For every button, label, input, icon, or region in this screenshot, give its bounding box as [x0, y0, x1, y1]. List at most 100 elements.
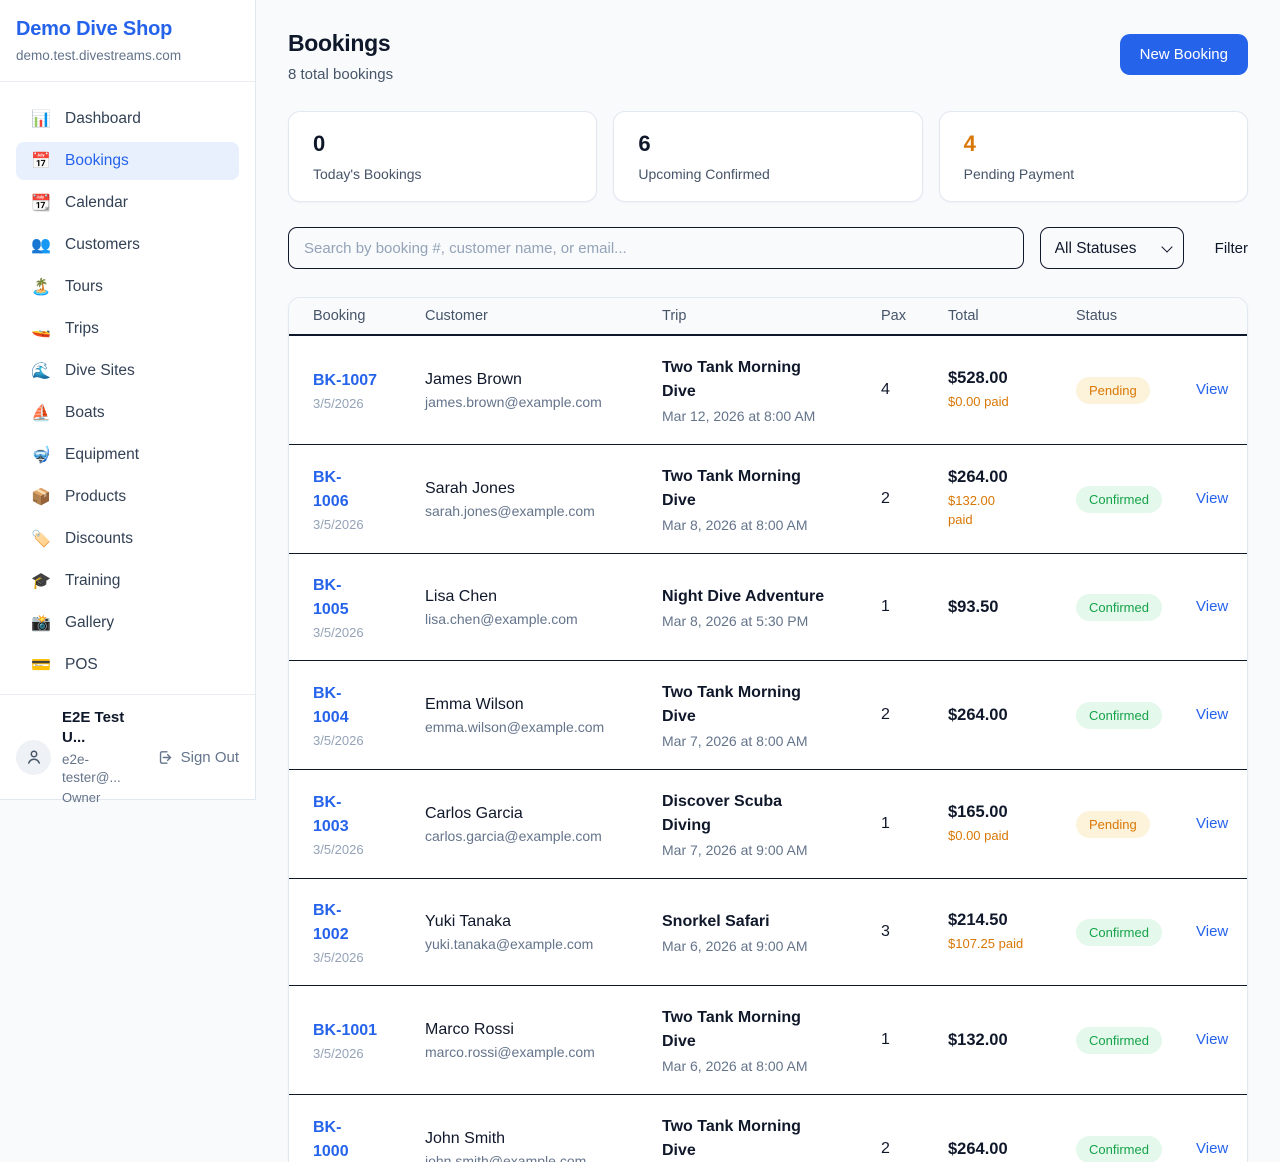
page-title: Bookings	[288, 30, 391, 56]
diving-mask-icon: 🤿	[31, 447, 51, 464]
view-link[interactable]: View	[1196, 1031, 1229, 1048]
sign-out-button[interactable]: Sign Out	[157, 749, 239, 766]
sidebar-item-customers[interactable]: 👥 Customers	[16, 226, 239, 264]
table-row: BK-1000 3/5/2026 John Smith john.smith@e…	[289, 1095, 1247, 1162]
column-header-trip: Trip	[662, 308, 687, 324]
person-icon	[27, 750, 40, 764]
booking-date: 3/5/2026	[313, 1046, 364, 1061]
trip-cell: Night Dive Adventure Mar 8, 2026 at 5:30…	[662, 585, 881, 629]
trip-title: Two Tank Morning Dive	[662, 468, 801, 509]
user-info: E2E Test U... e2e-tester@... Owner	[62, 708, 146, 806]
main-content: Bookings 8 total bookings New Booking 0 …	[256, 0, 1280, 1162]
view-link[interactable]: View	[1196, 923, 1229, 940]
status-badge: Confirmed	[1076, 1026, 1162, 1054]
trip-cell: Snorkel Safari Mar 6, 2026 at 9:00 AM	[662, 910, 881, 954]
view-cell: View	[1196, 1140, 1247, 1158]
stat-card: 0 Today's Bookings	[288, 111, 598, 202]
user-email: e2e-tester@...	[62, 751, 121, 785]
sidebar-item-training[interactable]: 🎓 Training	[16, 562, 239, 600]
graduation-cap-icon: 🎓	[31, 573, 51, 590]
status-badge: Confirmed	[1076, 918, 1162, 946]
sidebar-item-label: Equipment	[65, 446, 140, 463]
trip-cell: Two Tank Morning Dive Mar 6, 2026 at 8:0…	[662, 1115, 881, 1162]
customer-cell: Yuki Tanaka yuki.tanaka@example.com	[425, 913, 662, 952]
booking-id-link[interactable]: BK- 1004	[313, 685, 349, 726]
view-link[interactable]: View	[1196, 490, 1229, 507]
table-row: BK- 1002 3/5/2026 Yuki Tanaka yuki.tanaka…	[289, 879, 1247, 986]
sidebar-item-discounts[interactable]: 🏷️ Discounts	[16, 520, 239, 558]
view-link[interactable]: View	[1196, 1140, 1229, 1157]
stat-value: 6	[638, 131, 651, 156]
customer-name: James Brown	[425, 370, 522, 388]
sidebar-item-bookings[interactable]: 📅 Bookings	[16, 142, 239, 180]
view-link[interactable]: View	[1196, 598, 1229, 615]
booking-date: 3/5/2026	[313, 733, 364, 748]
booking-id-link[interactable]: BK- 1003	[313, 794, 349, 835]
sidebar-item-products[interactable]: 📦 Products	[16, 478, 239, 516]
trip-title: Two Tank Morning Dive	[662, 359, 801, 400]
status-cell: Confirmed	[1076, 593, 1196, 621]
booking-id-link[interactable]: BK- 1005	[313, 577, 349, 618]
trip-datetime: Mar 12, 2026 at 8:00 AM	[662, 408, 816, 424]
view-link[interactable]: View	[1196, 381, 1229, 398]
status-select[interactable]: All Statuses	[1039, 227, 1184, 269]
trip-datetime: Mar 6, 2026 at 8:00 AM	[662, 1058, 808, 1074]
sidebar-item-trips[interactable]: 🚤 Trips	[16, 310, 239, 348]
total-amount: $93.50	[948, 597, 999, 616]
customer-name: Marco Rossi	[425, 1020, 514, 1038]
booking-id-link[interactable]: BK-1007	[313, 372, 378, 389]
status-cell: Pending	[1076, 810, 1196, 838]
total-amount: $165.00	[948, 802, 1008, 821]
total-cell: $132.00	[948, 1031, 1076, 1050]
island-icon: 🏝️	[31, 279, 51, 296]
booking-id-link[interactable]: BK- 1002	[313, 902, 349, 943]
sidebar-item-label: Tours	[65, 278, 103, 295]
customer-name: Yuki Tanaka	[425, 912, 511, 930]
sidebar-item-label: Trips	[65, 320, 99, 337]
stat-value: 0	[313, 131, 326, 156]
search-input[interactable]	[288, 227, 1024, 269]
status-badge: Confirmed	[1076, 1135, 1162, 1162]
booking-id-link[interactable]: BK- 1000	[313, 1119, 349, 1160]
customer-email: sarah.jones@example.com	[425, 502, 595, 519]
brand-block: Demo Dive Shop demo.test.divestreams.com	[0, 0, 255, 82]
new-booking-button[interactable]: New Booking	[1119, 34, 1248, 75]
sidebar-item-tours[interactable]: 🏝️ Tours	[16, 268, 239, 306]
sidebar-item-equipment[interactable]: 🤿 Equipment	[16, 436, 239, 474]
sidebar-item-label: Dive Sites	[65, 362, 135, 379]
customer-email: yuki.tanaka@example.com	[425, 935, 594, 952]
trip-datetime: Mar 7, 2026 at 8:00 AM	[662, 733, 808, 749]
total-amount: $132.00	[948, 1030, 1008, 1049]
sidebar-item-dive-sites[interactable]: 🌊 Dive Sites	[16, 352, 239, 390]
sidebar-item-dashboard[interactable]: 📊 Dashboard	[16, 100, 239, 138]
total-cell: $528.00 $0.00 paid	[948, 369, 1076, 412]
filter-button[interactable]: Filter	[1214, 239, 1248, 257]
status-cell: Confirmed	[1076, 918, 1196, 946]
trip-title: Night Dive Adventure	[662, 588, 825, 605]
pax-cell: 3	[881, 923, 890, 940]
customer-email: james.brown@example.com	[425, 393, 602, 410]
view-link[interactable]: View	[1196, 815, 1229, 832]
user-section: E2E Test U... e2e-tester@... Owner Sign …	[0, 694, 255, 819]
customer-email: lisa.chen@example.com	[425, 610, 578, 627]
view-link[interactable]: View	[1196, 706, 1229, 723]
paid-amount: $132.00 paid	[948, 493, 995, 527]
sidebar-item-label: Dashboard	[65, 110, 141, 127]
tear-off-calendar-icon: 📆	[31, 195, 51, 212]
sidebar-item-pos[interactable]: 💳 POS	[16, 646, 239, 684]
sidebar-item-gallery[interactable]: 📸 Gallery	[16, 604, 239, 642]
sidebar-item-label: Bookings	[65, 152, 129, 169]
bar-chart-icon: 📊	[31, 111, 51, 128]
total-cell: $264.00	[948, 1140, 1076, 1159]
brand-domain: demo.test.divestreams.com	[16, 48, 182, 63]
booking-id-link[interactable]: BK- 1006	[313, 469, 349, 510]
booking-id-link[interactable]: BK-1001	[313, 1022, 378, 1039]
sidebar-item-boats[interactable]: ⛵ Boats	[16, 394, 239, 432]
table-row: BK- 1006 3/5/2026 Sarah Jones sarah.jones…	[289, 445, 1247, 554]
column-header-customer: Customer	[425, 308, 488, 324]
people-icon: 👥	[31, 237, 51, 254]
customer-cell: John Smith john.smith@example.com	[425, 1130, 662, 1162]
booking-date: 3/5/2026	[313, 625, 364, 640]
sidebar-item-calendar[interactable]: 📆 Calendar	[16, 184, 239, 222]
